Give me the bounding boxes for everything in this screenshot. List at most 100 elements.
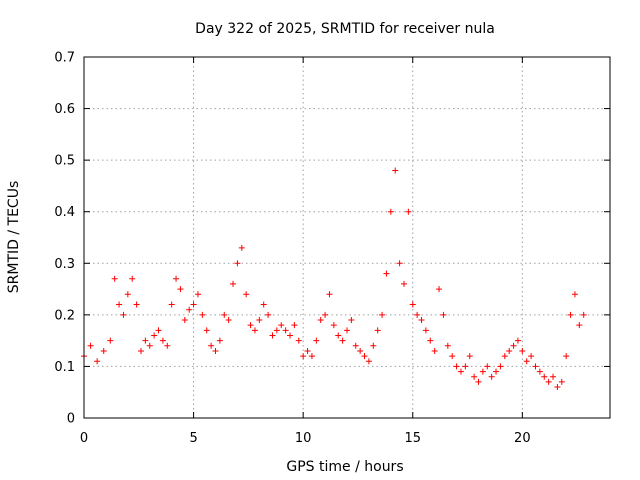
data-point xyxy=(550,373,557,380)
data-point xyxy=(396,260,403,267)
axis-ticks xyxy=(83,56,610,419)
data-point xyxy=(256,317,263,324)
data-point xyxy=(221,311,228,318)
y-tick-label: 0.6 xyxy=(54,102,75,117)
data-point xyxy=(383,270,390,277)
y-axis-title: SRMTID / TECUs xyxy=(6,181,22,294)
data-point xyxy=(151,332,158,339)
data-point xyxy=(273,327,280,334)
data-point xyxy=(541,373,548,380)
x-tick-label: 20 xyxy=(514,431,531,446)
data-point xyxy=(471,373,478,380)
data-point xyxy=(278,322,285,329)
data-point xyxy=(370,342,377,349)
data-point xyxy=(501,353,508,360)
data-point xyxy=(554,384,561,391)
data-point xyxy=(124,291,131,298)
data-point xyxy=(317,317,324,324)
y-tick-label: 0.2 xyxy=(54,308,75,323)
data-point xyxy=(177,286,184,293)
data-point xyxy=(479,368,486,375)
data-point xyxy=(453,363,460,370)
data-point xyxy=(431,347,438,354)
data-point xyxy=(436,286,443,293)
data-point xyxy=(186,306,193,313)
data-point xyxy=(475,378,482,385)
data-point xyxy=(506,347,513,354)
data-point xyxy=(94,358,101,365)
y-tick-label: 0.4 xyxy=(54,205,75,220)
data-point xyxy=(295,337,302,344)
y-tick-labels: 0 0.1 0.2 0.3 0.4 0.5 0.6 0.7 xyxy=(54,51,75,427)
data-point xyxy=(576,322,583,329)
data-point xyxy=(142,337,149,344)
data-point xyxy=(326,291,333,298)
data-point xyxy=(558,378,565,385)
data-point xyxy=(440,311,447,318)
data-point xyxy=(265,311,272,318)
y-tick-label: 0.3 xyxy=(54,257,75,272)
data-point xyxy=(282,327,289,334)
data-point xyxy=(146,342,153,349)
data-point xyxy=(514,337,521,344)
data-point xyxy=(357,347,364,354)
x-axis-title: GPS time / hours xyxy=(286,459,403,475)
data-point xyxy=(203,327,210,334)
data-point xyxy=(287,332,294,339)
data-point xyxy=(418,317,425,324)
data-point xyxy=(344,327,350,334)
data-point xyxy=(405,208,412,215)
data-point xyxy=(414,311,421,318)
data-point xyxy=(181,317,188,324)
data-point xyxy=(400,280,407,287)
x-tick-label: 10 xyxy=(295,431,312,446)
data-point xyxy=(194,291,201,298)
data-point xyxy=(466,353,473,360)
x-tick-label: 0 xyxy=(80,431,88,446)
data-point xyxy=(545,378,552,385)
data-point xyxy=(168,301,175,308)
data-point xyxy=(563,353,570,360)
data-point xyxy=(457,368,464,375)
chart-title: Day 322 of 2025, SRMTID for receiver nul… xyxy=(195,21,495,37)
data-point xyxy=(164,342,171,349)
data-point xyxy=(243,291,250,298)
data-point xyxy=(133,301,140,308)
data-point xyxy=(116,301,123,308)
data-point xyxy=(361,353,368,360)
data-point xyxy=(409,301,416,308)
data-point xyxy=(567,311,574,318)
data-point xyxy=(422,327,429,334)
data-point xyxy=(120,311,127,318)
data-point xyxy=(173,275,180,282)
data-point xyxy=(335,332,342,339)
x-tick-label: 15 xyxy=(404,431,421,446)
data-point xyxy=(159,337,166,344)
data-point xyxy=(580,311,587,318)
data-point xyxy=(352,342,359,349)
plot-frame xyxy=(83,56,611,419)
data-point xyxy=(571,291,578,298)
data-point xyxy=(330,322,337,329)
data-point xyxy=(462,363,469,370)
x-tick-labels: 0 5 10 15 20 xyxy=(80,431,531,446)
data-point xyxy=(444,342,451,349)
data-point xyxy=(374,327,381,334)
data-point xyxy=(251,327,258,334)
data-point xyxy=(379,311,386,318)
y-tick-label: 0.7 xyxy=(54,51,75,66)
data-point xyxy=(392,167,399,174)
data-point xyxy=(238,244,245,251)
data-point xyxy=(87,342,94,349)
data-point xyxy=(190,301,197,308)
data-point xyxy=(497,363,504,370)
data-point xyxy=(208,342,215,349)
data-point xyxy=(300,353,307,360)
data-point xyxy=(308,353,315,360)
data-point xyxy=(291,322,298,329)
data-point xyxy=(212,347,219,354)
data-point xyxy=(387,208,394,215)
data-point xyxy=(519,347,526,354)
data-point xyxy=(427,337,434,344)
